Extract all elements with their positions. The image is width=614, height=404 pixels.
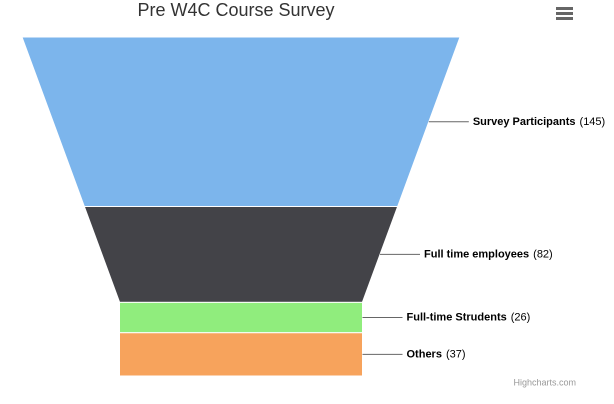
value-label: (26) [511,311,531,323]
category-label: Full time employees [424,248,529,260]
chart-title: Pre W4C Course Survey [137,0,334,20]
funnel-segment [119,332,363,377]
menu-icon-line [556,12,573,15]
funnel-segment [83,206,399,303]
category-label: Full-time Strudents [407,311,507,323]
data-label: Survey Participants (145) [473,116,605,128]
category-label: Others [407,348,442,360]
funnel-segment [119,301,363,334]
data-label: Full-time Strudents (26) [407,311,531,323]
value-label: (145) [580,116,606,128]
funnel-segment [21,36,461,207]
credits[interactable]: Highcharts.com [513,377,576,387]
data-label: Full time employees (82) [424,248,553,260]
menu-button[interactable] [550,2,578,24]
value-label: (82) [533,248,553,260]
menu-icon-line [556,7,573,10]
menu-icon-line [556,17,573,20]
category-label: Survey Participants [473,116,576,128]
value-label: (37) [446,348,466,360]
data-label: Others (37) [407,348,466,360]
